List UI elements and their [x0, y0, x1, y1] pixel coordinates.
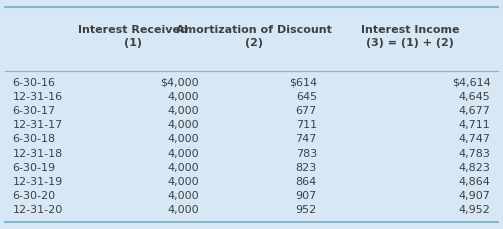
Text: 823: 823 [296, 163, 317, 173]
Text: 4,711: 4,711 [459, 120, 490, 130]
Text: 4,000: 4,000 [167, 149, 199, 159]
Text: Interest Received
(1): Interest Received (1) [78, 25, 188, 48]
Text: 4,645: 4,645 [459, 92, 490, 102]
Text: 711: 711 [296, 120, 317, 130]
Text: 4,000: 4,000 [167, 120, 199, 130]
Text: 4,823: 4,823 [459, 163, 490, 173]
Text: 12-31-20: 12-31-20 [13, 205, 63, 215]
Text: 12-31-17: 12-31-17 [13, 120, 63, 130]
Text: 12-31-16: 12-31-16 [13, 92, 63, 102]
Text: 6-30-17: 6-30-17 [13, 106, 56, 116]
Text: 12-31-19: 12-31-19 [13, 177, 63, 187]
Text: 4,864: 4,864 [459, 177, 490, 187]
Text: 6-30-16: 6-30-16 [13, 78, 55, 88]
Text: Interest Income
(3) = (1) + (2): Interest Income (3) = (1) + (2) [361, 25, 459, 48]
Text: 4,000: 4,000 [167, 177, 199, 187]
Text: 4,000: 4,000 [167, 163, 199, 173]
Text: 907: 907 [296, 191, 317, 201]
Text: 4,907: 4,907 [459, 191, 490, 201]
Text: 4,000: 4,000 [167, 92, 199, 102]
Text: 4,747: 4,747 [458, 134, 490, 144]
Text: 6-30-18: 6-30-18 [13, 134, 56, 144]
Text: 747: 747 [296, 134, 317, 144]
Text: 12-31-18: 12-31-18 [13, 149, 63, 159]
Text: 6-30-19: 6-30-19 [13, 163, 56, 173]
Text: 677: 677 [296, 106, 317, 116]
Text: $4,000: $4,000 [160, 78, 199, 88]
Text: 4,677: 4,677 [459, 106, 490, 116]
Text: 4,000: 4,000 [167, 106, 199, 116]
Text: 4,000: 4,000 [167, 134, 199, 144]
Text: Amortization of Discount
(2): Amortization of Discount (2) [176, 25, 332, 48]
Text: 4,000: 4,000 [167, 191, 199, 201]
Text: $614: $614 [289, 78, 317, 88]
Text: 4,000: 4,000 [167, 205, 199, 215]
Text: 4,952: 4,952 [459, 205, 490, 215]
Text: 952: 952 [296, 205, 317, 215]
Text: 864: 864 [296, 177, 317, 187]
Text: 4,783: 4,783 [459, 149, 490, 159]
Text: 783: 783 [296, 149, 317, 159]
Text: 6-30-20: 6-30-20 [13, 191, 56, 201]
Text: 645: 645 [296, 92, 317, 102]
Text: $4,614: $4,614 [452, 78, 490, 88]
